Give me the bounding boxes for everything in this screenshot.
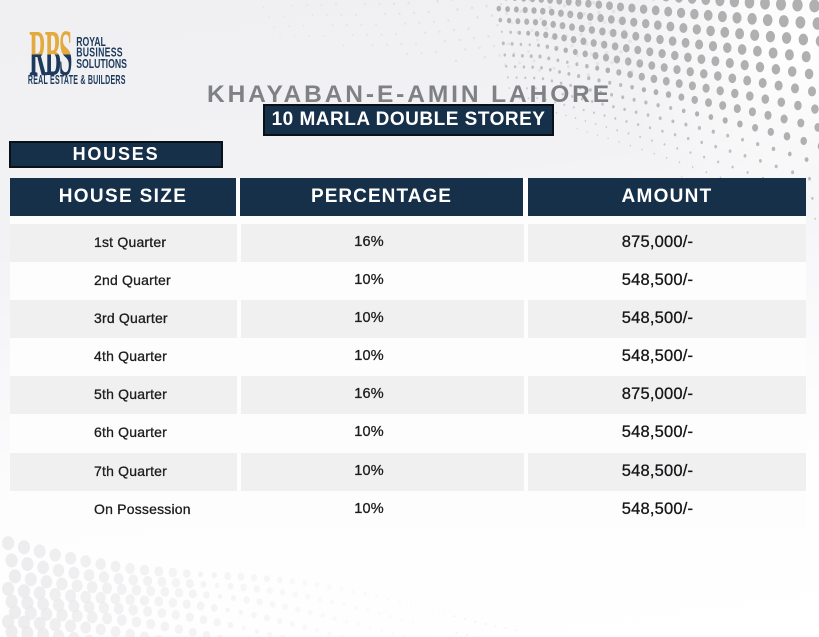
svg-text:REAL ESTATE & BUILDERS: REAL ESTATE & BUILDERS xyxy=(28,74,126,88)
svg-text:SOLUTIONS: SOLUTIONS xyxy=(76,57,127,71)
svg-text:RBS: RBS xyxy=(29,17,71,90)
svg-text:ROYAL: ROYAL xyxy=(76,35,106,49)
svg-text:BUSINESS: BUSINESS xyxy=(76,46,123,60)
